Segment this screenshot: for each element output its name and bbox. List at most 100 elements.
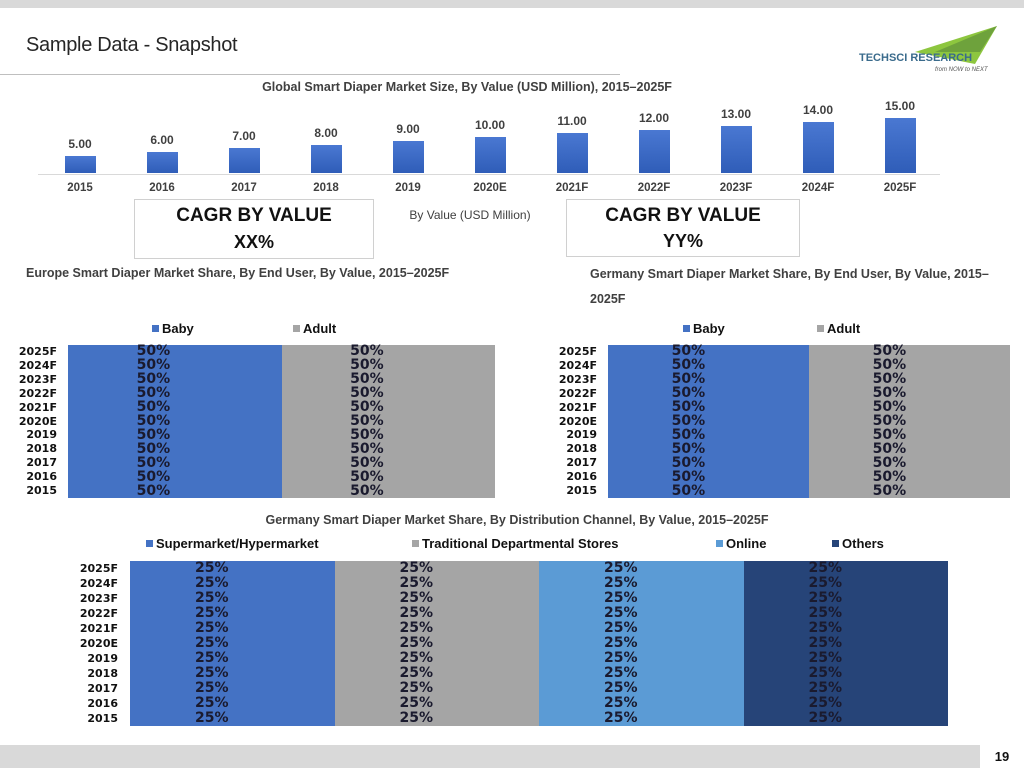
data-label: 25% [604,605,638,621]
europe-chart-title: Europe Smart Diaper Market Share, By End… [26,266,450,280]
data-label: 13.00 [720,106,752,121]
data-label: 25% [808,605,843,621]
x-tick-label: 2019 [395,182,421,194]
data-label: 50% [872,357,907,374]
data-label: 50% [136,440,171,457]
data-label: 50% [350,468,384,485]
data-label: 50% [136,343,171,360]
data-label: 50% [671,343,706,360]
data-label: 50% [671,482,706,499]
data-label: 50% [872,426,907,443]
y-tick-label: 2015 [87,711,118,725]
data-label: 25% [399,620,434,636]
data-label: 25% [399,710,434,726]
data-label: 50% [671,440,706,457]
bar [721,125,752,173]
data-label: 50% [350,426,384,443]
data-label: 25% [604,590,638,606]
y-tick-label: 2019 [26,428,57,442]
data-label: 25% [604,695,638,711]
bar-segment [539,561,744,726]
data-label: 25% [195,590,229,606]
bar-segment [743,561,948,726]
cagr-label: CAGR BY VALUE [605,205,761,226]
y-tick-label: 2023F [18,372,57,386]
data-label: 50% [136,371,171,388]
legend-item: Supermarket/Hypermarket [146,536,319,551]
data-label: 50% [872,371,907,388]
data-label: 25% [195,695,229,711]
data-label: 15.00 [884,99,916,114]
data-label: 11.00 [557,114,587,129]
page-number: 19 [980,745,1024,768]
x-tick-label: 2021F [555,182,589,194]
x-tick-label: 2025F [883,182,917,194]
x-tick-label: 2017 [231,182,257,194]
legend-swatch [146,540,153,547]
y-tick-label: 2024F [558,358,597,372]
top-bar [0,0,1024,8]
data-label: 50% [350,343,384,360]
data-label: 25% [604,560,638,576]
data-label: 25% [808,680,843,696]
data-label: 50% [350,399,384,416]
x-tick-label: 2015 [67,182,93,194]
x-tick-label: 2018 [313,182,339,194]
legend-label: Online [726,536,767,551]
cagr-label: CAGR BY VALUE [176,205,332,226]
data-label: 7.00 [232,129,256,144]
data-label: 50% [872,468,907,485]
y-tick-label: 2017 [566,456,597,470]
bar [475,137,506,173]
data-label: 50% [671,399,706,416]
data-label: 50% [671,357,706,374]
data-label: 25% [808,710,843,726]
legend-item: Others [832,536,884,551]
legend-label: Baby [162,321,194,336]
bar [639,129,670,173]
legend-swatch [412,540,419,547]
y-tick-label: 2017 [26,456,57,470]
legend-item: Online [716,536,766,551]
y-tick-label: 2015 [26,484,57,498]
legend-label: Others [842,536,884,551]
data-label: 25% [604,650,638,666]
data-label: 25% [808,620,843,636]
data-label: 25% [399,695,434,711]
data-label: 50% [671,468,706,485]
data-label: 50% [671,371,706,388]
x-tick-label: 2016 [149,182,175,194]
data-label: 5.00 [68,136,92,151]
bar [229,148,260,173]
data-label: 25% [399,560,434,576]
data-label: 50% [671,385,706,402]
cagr-box-1: CAGR BY VALUE XX% [134,199,374,259]
data-label: 50% [350,413,384,429]
data-label: 25% [808,650,843,666]
data-label: 50% [671,454,706,471]
y-tick-label: 2022F [18,386,57,400]
data-label: 50% [872,399,907,416]
germany-enduser-chart-title: Germany Smart Diaper Market Share, By En… [590,267,989,306]
data-label: 25% [195,575,229,591]
plot-area: 50% 50% 50% 50% 50% 50% 50% 50% 50% 50% 50% 50% 50% 5… [608,343,1010,499]
data-label: 50% [136,426,171,443]
legend-label: Supermarket/Hypermarket [156,536,319,551]
legend-item: Adult [293,321,336,336]
data-label: 25% [604,710,638,726]
data-label: 12.00 [638,110,670,125]
data-label: 25% [808,665,843,681]
y-tick-label: 2024F [79,576,118,590]
legend-swatch [293,325,300,332]
legend-label: Baby [693,321,725,336]
bar-segment [334,561,539,726]
y-tick-label: 2021F [558,400,597,414]
cagr-value: YY% [662,231,704,251]
y-tick-label: 2020E [558,414,597,428]
data-label: 50% [350,385,384,402]
data-label: 25% [399,590,434,606]
y-tick-label: 2018 [87,666,118,680]
global-chart-title: Global Smart Diaper Market Size, By Valu… [262,80,672,94]
data-label: 9.00 [396,121,420,136]
y-tick-label: 2019 [87,651,118,665]
